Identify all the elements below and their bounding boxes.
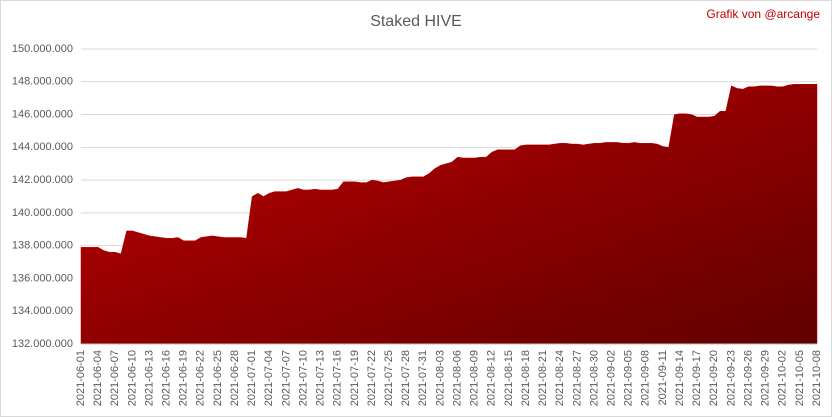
x-tick-label: 2021-07-01 xyxy=(246,350,258,406)
x-tick-label: 2021-07-07 xyxy=(280,350,292,406)
x-tick-label: 2021-08-12 xyxy=(486,350,498,406)
y-tick-label: 138.000.000 xyxy=(12,240,73,252)
x-tick-label: 2021-09-23 xyxy=(725,350,737,406)
x-tick-label: 2021-07-16 xyxy=(332,350,344,406)
y-tick-label: 148.000.000 xyxy=(12,76,73,88)
x-tick-label: 2021-10-08 xyxy=(811,350,823,406)
x-tick-label: 2021-06-13 xyxy=(143,350,155,406)
x-tick-label: 2021-09-08 xyxy=(640,350,652,406)
y-tick-label: 142.000.000 xyxy=(12,174,73,186)
area xyxy=(80,83,818,345)
x-tick-label: 2021-09-29 xyxy=(760,350,772,406)
x-tick-label: 2021-08-18 xyxy=(520,350,532,406)
x-tick-label: 2021-06-10 xyxy=(126,350,138,406)
x-tick-label: 2021-10-02 xyxy=(777,350,789,406)
x-tick-label: 2021-07-22 xyxy=(366,350,378,406)
x-tick-label: 2021-09-11 xyxy=(657,350,669,405)
x-tick-label: 2021-08-06 xyxy=(451,350,463,406)
x-tick-label: 2021-09-17 xyxy=(691,350,703,406)
y-tick-label: 134.000.000 xyxy=(12,305,73,317)
x-tick-label: 2021-06-07 xyxy=(109,350,121,406)
y-tick-label: 146.000.000 xyxy=(12,108,73,120)
x-tick-label: 2021-07-10 xyxy=(297,350,309,406)
x-tick-label: 2021-08-15 xyxy=(503,350,515,406)
x-tick-label: 2021-06-01 xyxy=(75,350,87,406)
x-tick-label: 2021-09-20 xyxy=(708,350,720,406)
x-tick-label: 2021-08-09 xyxy=(469,350,481,406)
x-tick-label: 2021-09-14 xyxy=(674,350,686,406)
x-tick-label: 2021-09-05 xyxy=(623,350,635,406)
y-tick-label: 150.000.000 xyxy=(12,43,73,55)
x-tick-label: 2021-06-25 xyxy=(212,350,224,406)
x-tick-label: 2021-07-28 xyxy=(400,350,412,406)
x-tick-label: 2021-09-26 xyxy=(742,350,754,406)
y-tick-label: 132.000.000 xyxy=(12,338,73,350)
annotation: Grafik von @arcange xyxy=(706,7,820,21)
x-tick-label: 2021-07-04 xyxy=(263,350,275,406)
x-tick-label: 2021-06-19 xyxy=(178,350,190,406)
x-tick-label: 2021-08-03 xyxy=(434,350,446,406)
x-tick-label: 2021-06-04 xyxy=(92,350,104,406)
x-tick-label: 2021-08-21 xyxy=(537,350,549,406)
x-tick-label: 2021-06-22 xyxy=(195,350,207,406)
chart-title: Staked HIVE xyxy=(370,13,462,30)
y-tick-label: 136.000.000 xyxy=(12,272,73,284)
x-tick-label: 2021-07-25 xyxy=(383,350,395,406)
x-tick-label: 2021-10-05 xyxy=(794,350,806,406)
x-tick-label: 2021-07-31 xyxy=(417,350,429,406)
x-tick-label: 2021-09-02 xyxy=(606,350,618,406)
y-tick-label: 140.000.000 xyxy=(12,207,73,219)
x-tick-label: 2021-07-13 xyxy=(315,350,327,406)
y-tick-label: 144.000.000 xyxy=(12,141,73,153)
x-tick-label: 2021-08-24 xyxy=(554,350,566,406)
x-tick-label: 2021-08-30 xyxy=(588,350,600,406)
x-tick-label: 2021-08-27 xyxy=(571,350,583,406)
x-tick-label: 2021-06-28 xyxy=(229,350,241,406)
x-tick-label: 2021-06-16 xyxy=(160,350,172,406)
x-tick-label: 2021-07-19 xyxy=(349,350,361,406)
